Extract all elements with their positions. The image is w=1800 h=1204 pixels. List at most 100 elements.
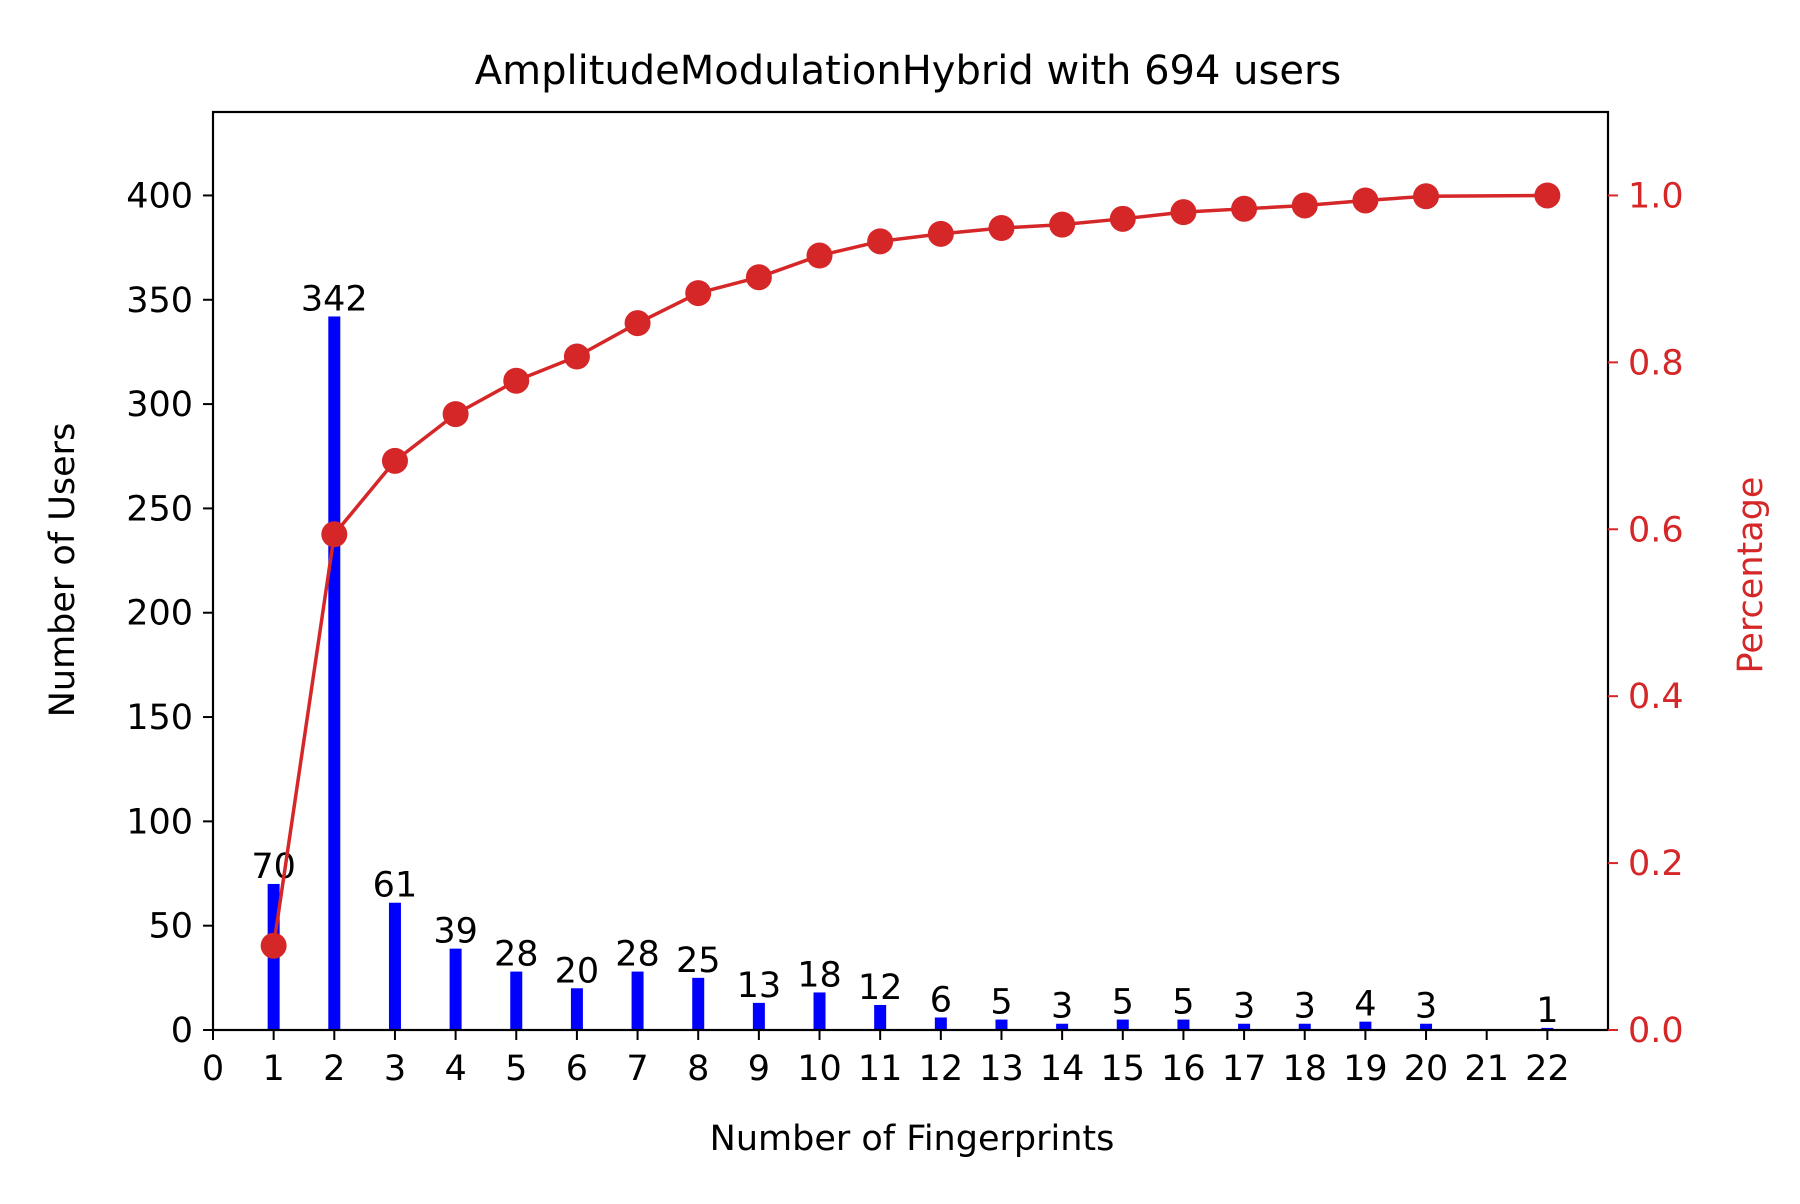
line-point-6: [563, 343, 590, 370]
bar-6: [570, 988, 583, 1030]
line-point-15: [1109, 205, 1136, 232]
x-tick-label-18: 18: [1282, 1049, 1327, 1089]
plot-frame: [211, 110, 1610, 1032]
x-tick-label-9: 9: [748, 1049, 770, 1089]
x-axis-label: Number of Fingerprints: [710, 1119, 1115, 1159]
x-tick-label-10: 10: [797, 1049, 842, 1089]
y-tick-label-400: 400: [126, 176, 193, 216]
bar-label-16: 5: [1172, 983, 1194, 1023]
cumulative-line-layer: [260, 182, 1561, 959]
bar-label-19: 4: [1354, 985, 1376, 1025]
bar-7: [631, 971, 644, 1030]
x-tick-label-8: 8: [687, 1049, 709, 1089]
line-point-17: [1231, 195, 1258, 222]
line-point-18: [1291, 192, 1318, 219]
line-point-11: [867, 228, 894, 255]
bar-19: [1359, 1021, 1372, 1030]
line-point-3: [381, 447, 408, 474]
y-axis-right: 0.0 0.2 0.4 0.6 0.8 1.0: [1608, 176, 1684, 1051]
bar-20: [1420, 1023, 1433, 1030]
line-point-1: [260, 932, 287, 959]
chart-title: AmplitudeModulationHybrid with 694 users: [475, 48, 1341, 94]
y-tick-label-150: 150: [126, 698, 193, 738]
bar-5: [510, 971, 523, 1030]
bar-14: [1056, 1023, 1069, 1030]
y2-tick-label-0.4: 0.4: [1628, 677, 1684, 717]
x-tick-label-22: 22: [1525, 1049, 1570, 1089]
x-tick-label-2: 2: [323, 1049, 345, 1089]
x-tick-label-7: 7: [626, 1049, 648, 1089]
line-point-16: [1170, 199, 1197, 226]
bar-label-7: 28: [615, 935, 660, 975]
y-tick-label-250: 250: [126, 489, 193, 529]
line-point-5: [503, 367, 530, 394]
x-tick-label-5: 5: [505, 1049, 527, 1089]
y-tick-label-300: 300: [126, 385, 193, 425]
bar-label-10: 18: [797, 955, 842, 995]
y2-tick-label-0.8: 0.8: [1628, 343, 1684, 383]
bar-label-3: 61: [373, 866, 418, 906]
y-axis-left: 0 50 100 150 200 250 300 350 400: [126, 176, 213, 1051]
bar-label-8: 25: [676, 941, 721, 981]
y-tick-label-50: 50: [148, 907, 193, 947]
line-point-14: [1049, 211, 1076, 238]
bar-label-15: 5: [1112, 983, 1134, 1023]
bar-label-13: 5: [990, 983, 1012, 1023]
x-tick-label-12: 12: [919, 1049, 964, 1089]
y2-tick-label-1.0: 1.0: [1628, 176, 1684, 216]
x-tick-label-17: 17: [1222, 1049, 1267, 1089]
bar-label-20: 3: [1415, 987, 1437, 1027]
bar-15: [1116, 1019, 1129, 1030]
bar-label-4: 39: [433, 912, 478, 952]
y2-tick-label-0.6: 0.6: [1628, 510, 1684, 550]
x-tick-label-15: 15: [1101, 1049, 1146, 1089]
bar-label-5: 28: [494, 935, 539, 975]
bar-3: [388, 902, 401, 1030]
bar-2: [328, 316, 341, 1031]
y-tick-label-100: 100: [126, 802, 193, 842]
bar-label-9: 13: [737, 966, 782, 1006]
bar-9: [752, 1002, 765, 1030]
bar-17: [1238, 1023, 1251, 1030]
x-tick-label-16: 16: [1161, 1049, 1206, 1089]
x-tick-label-11: 11: [858, 1049, 903, 1089]
line-point-10: [806, 242, 833, 269]
y2-tick-label-0.2: 0.2: [1628, 844, 1684, 884]
line-point-8: [685, 280, 712, 307]
bar-label-14: 3: [1051, 987, 1073, 1027]
x-tick-label-19: 19: [1343, 1049, 1388, 1089]
bar-label-18: 3: [1294, 987, 1316, 1027]
bar-8: [692, 977, 705, 1030]
bar-label-6: 20: [555, 951, 600, 991]
x-tick-label-6: 6: [566, 1049, 588, 1089]
bar-12: [934, 1017, 947, 1030]
x-tick-label-4: 4: [444, 1049, 466, 1089]
bar-11: [874, 1004, 887, 1030]
bar-18: [1298, 1023, 1311, 1030]
line-point-13: [988, 215, 1015, 241]
bar-16: [1177, 1019, 1190, 1030]
line-point-20: [1413, 183, 1440, 210]
bar-label-17: 3: [1233, 987, 1255, 1027]
line-point-12: [927, 220, 954, 247]
x-tick-label-3: 3: [384, 1049, 406, 1089]
line-point-9: [745, 264, 772, 291]
x-tick-label-1: 1: [263, 1049, 285, 1089]
bar-label-11: 12: [858, 968, 903, 1008]
y-tick-label-200: 200: [126, 594, 193, 634]
cumulative-line: [271, 193, 1548, 946]
line-point-19: [1352, 187, 1379, 214]
line-point-2: [321, 521, 348, 548]
y2-axis-label: Percentage: [1731, 477, 1771, 674]
x-tick-label-14: 14: [1040, 1049, 1085, 1089]
bar-label-1: 70: [251, 847, 296, 887]
x-axis: 0 1 2 3 4 5 6 7 8 9 10 11 12 13 14 15 16 17 18 19 20 21 22: [202, 1030, 1570, 1089]
x-tick-label-21: 21: [1464, 1049, 1509, 1089]
y-tick-label-0: 0: [171, 1011, 193, 1051]
x-tick-label-20: 20: [1404, 1049, 1449, 1089]
bar-4: [449, 948, 462, 1030]
line-point-7: [624, 310, 651, 337]
